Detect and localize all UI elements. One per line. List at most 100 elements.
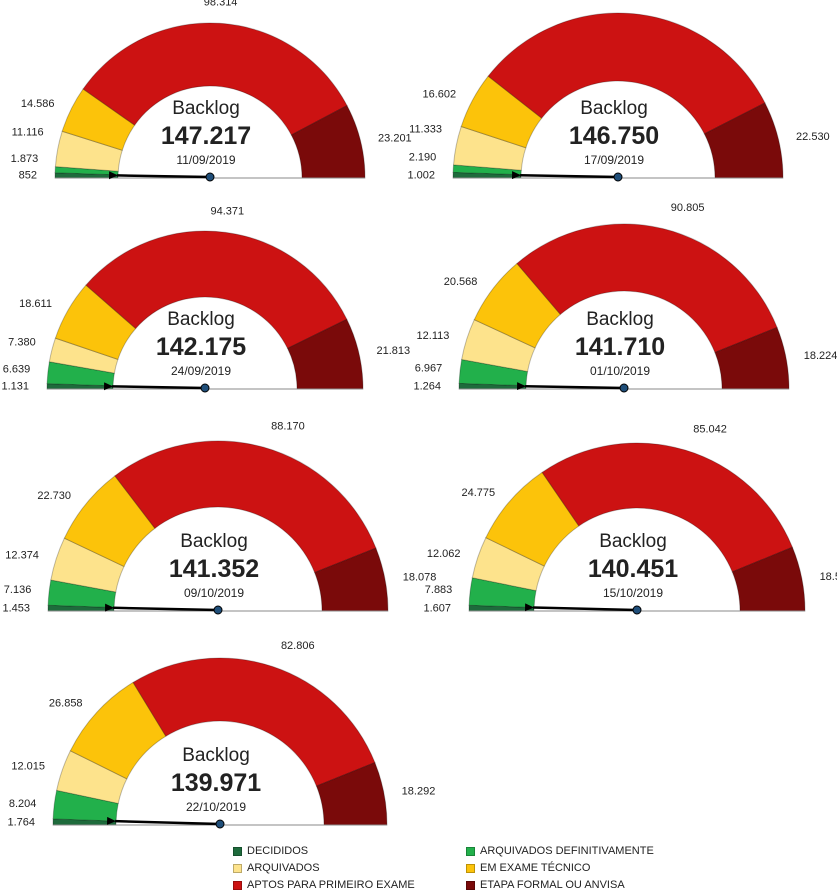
legend-swatch-decididos bbox=[233, 846, 242, 856]
gauge-5-title: Backlog bbox=[180, 531, 248, 552]
gauge-5-value-arquivados-definitivamente: 7.136 bbox=[4, 584, 32, 596]
legend-item-arquivados-definitivamente: ARQUIVADOS DEFINITIVAMENTE bbox=[466, 845, 654, 857]
legend-item-etapa-formal-anvisa: ETAPA FORMAL OU ANVISA bbox=[466, 879, 625, 891]
gauge-3-title: Backlog bbox=[167, 309, 235, 330]
gauge-6-segment-aptos-primeiro-exame bbox=[541, 442, 794, 573]
legend-swatch-arquivados-definitivamente bbox=[466, 846, 475, 856]
gauge-1-value-etapa-formal-anvisa: 23.201 bbox=[378, 132, 412, 144]
legend-label-aptos-primeiro-exame: APTOS PARA PRIMEIRO EXAME bbox=[247, 879, 415, 891]
legend-swatch-etapa-formal-anvisa bbox=[466, 880, 475, 890]
gauge-5-total: 141.352 bbox=[169, 555, 259, 583]
gauge-7-date: 22/10/2019 bbox=[186, 800, 246, 814]
gauge-5-value-etapa-formal-anvisa: 18.078 bbox=[403, 571, 437, 583]
gauge-3-value-arquivados: 7.380 bbox=[8, 336, 36, 348]
gauge-3-needle bbox=[103, 382, 206, 391]
gauge-4-needle-hub bbox=[619, 383, 629, 393]
gauge-6-value-em-exame-tecnico: 24.775 bbox=[461, 487, 495, 499]
gauge-7-title: Backlog bbox=[182, 745, 250, 766]
gauge-3: 1.131 6.639 7.380 18.611 94.371 21.813 Backlog… bbox=[2, 205, 411, 392]
gauge-2-value-decididos: 1.002 bbox=[408, 169, 436, 181]
gauge-7-value-decididos: 1.764 bbox=[8, 816, 36, 828]
legend-label-decididos: DECIDIDOS bbox=[247, 845, 309, 857]
gauge-3-needle-hub bbox=[200, 383, 210, 393]
gauge-5: 1.453 7.136 12.374 22.730 88.170 18.078 Backlo… bbox=[3, 421, 437, 615]
gauge-4-value-em-exame-tecnico: 20.568 bbox=[444, 276, 478, 288]
gauge-2-segment-arquivados bbox=[452, 125, 527, 171]
gauge-5-segment-em-exame-tecnico bbox=[63, 475, 156, 568]
gauge-5-value-em-exame-tecnico: 22.730 bbox=[37, 490, 71, 502]
gauge-6-value-arquivados-definitivamente: 7.883 bbox=[425, 584, 453, 596]
legend-item-em-exame-tecnico: EM EXAME TÉCNICO bbox=[466, 862, 590, 874]
gauge-2-date: 17/09/2019 bbox=[584, 153, 644, 167]
gauge-5-segment-aptos-primeiro-exame bbox=[114, 440, 377, 574]
gauge-4-needle bbox=[516, 382, 625, 391]
gauge-1-value-arquivados: 11.116 bbox=[12, 126, 44, 138]
gauge-4-value-aptos-primeiro-exame: 90.805 bbox=[671, 202, 705, 214]
gauge-4-segment-arquivados-definitivamente bbox=[458, 358, 529, 387]
gauge-4-segment-aptos-primeiro-exame bbox=[516, 223, 778, 354]
gauge-7-value-aptos-primeiro-exame: 82.806 bbox=[281, 640, 315, 652]
legend-swatch-arquivados bbox=[233, 863, 242, 873]
gauge-3-value-etapa-formal-anvisa: 21.813 bbox=[377, 345, 411, 357]
gauge-1: 852 1.873 11.116 14.586 98.314 23.201 Backlog 1… bbox=[11, 0, 412, 182]
gauge-4-total: 141.710 bbox=[575, 333, 665, 361]
gauge-6-value-etapa-formal-anvisa: 18.572 bbox=[820, 571, 837, 583]
legend-item-decididos: DECIDIDOS bbox=[233, 845, 308, 857]
gauge-1-value-em-exame-tecnico: 14.586 bbox=[21, 98, 55, 110]
gauge-7-segment-arquivados bbox=[56, 750, 128, 805]
gauge-4-date: 01/10/2019 bbox=[590, 364, 650, 378]
gauge-charts: 8521.87311.11614.58698.31423.201Backlog1… bbox=[2, 0, 837, 829]
gauge-7-segment-aptos-primeiro-exame bbox=[132, 657, 376, 787]
gauge-2-value-arquivados-definitivamente: 2.190 bbox=[409, 152, 437, 164]
gauge-6-date: 15/10/2019 bbox=[603, 586, 663, 600]
gauge-3-value-em-exame-tecnico: 18.611 bbox=[19, 298, 52, 310]
gauge-1-needle-hub bbox=[205, 172, 215, 182]
gauge-1-segment-aptos-primeiro-exame bbox=[82, 22, 348, 136]
gauge-4-value-arquivados-definitivamente: 6.967 bbox=[415, 363, 443, 375]
gauge-2-total: 146.750 bbox=[569, 122, 659, 150]
gauge-4-value-arquivados: 12.113 bbox=[417, 330, 450, 342]
gauge-7-total: 139.971 bbox=[171, 769, 261, 797]
gauge-2-title: Backlog bbox=[580, 98, 648, 119]
gauge-2-segment-aptos-primeiro-exame bbox=[487, 12, 766, 135]
gauge-3-segment-aptos-primeiro-exame bbox=[85, 230, 348, 350]
gauge-7-needle-hub bbox=[215, 819, 225, 829]
gauge-6-value-arquivados: 12.062 bbox=[427, 548, 461, 560]
gauge-7-segment-arquivados-definitivamente bbox=[52, 789, 119, 822]
gauge-6-value-aptos-primeiro-exame: 85.042 bbox=[693, 424, 727, 436]
gauge-6-title: Backlog bbox=[599, 531, 667, 552]
gauge-5-value-arquivados: 12.374 bbox=[5, 549, 39, 561]
gauge-6-total: 140.451 bbox=[588, 555, 678, 583]
gauge-7-value-em-exame-tecnico: 26.858 bbox=[49, 698, 83, 710]
gauge-7-value-arquivados-definitivamente: 8.204 bbox=[9, 798, 37, 810]
gauge-1-needle bbox=[108, 171, 211, 180]
gauge-1-total: 147.217 bbox=[161, 122, 251, 150]
gauge-7-value-arquivados: 12.015 bbox=[11, 761, 45, 773]
gauge-5-needle-hub bbox=[213, 605, 223, 615]
gauge-5-value-aptos-primeiro-exame: 88.170 bbox=[271, 421, 305, 433]
gauge-3-value-arquivados-definitivamente: 6.639 bbox=[3, 363, 31, 375]
gauge-4-segment-em-exame-tecnico bbox=[473, 262, 562, 349]
gauge-6-needle-hub bbox=[632, 605, 642, 615]
gauge-7: 1.764 8.204 12.015 26.858 82.806 18.292 Backlo… bbox=[8, 640, 436, 829]
gauge-2-needle bbox=[511, 171, 619, 180]
gauge-5-date: 09/10/2019 bbox=[184, 586, 244, 600]
legend-label-arquivados-definitivamente: ARQUIVADOS DEFINITIVAMENTE bbox=[480, 845, 654, 857]
legend-label-arquivados: ARQUIVADOS bbox=[247, 862, 320, 874]
gauge-1-title: Backlog bbox=[172, 98, 240, 119]
gauge-4-title: Backlog bbox=[586, 309, 654, 330]
gauge-7-value-etapa-formal-anvisa: 18.292 bbox=[402, 786, 436, 798]
gauge-7-needle bbox=[106, 816, 221, 826]
gauge-3-value-aptos-primeiro-exame: 94.371 bbox=[211, 205, 245, 217]
gauge-6-needle bbox=[524, 603, 638, 612]
gauge-6: 1.607 7.883 12.062 24.775 85.042 18.572 Backlo… bbox=[424, 424, 837, 615]
legend-item-arquivados: ARQUIVADOS bbox=[233, 862, 320, 874]
gauge-5-value-decididos: 1.453 bbox=[3, 602, 31, 614]
gauge-5-needle bbox=[104, 603, 219, 612]
gauge-1-value-arquivados-definitivamente: 1.873 bbox=[11, 153, 39, 165]
gauge-2-value-em-exame-tecnico: 16.602 bbox=[423, 89, 457, 101]
gauge-1-date: 11/09/2019 bbox=[176, 153, 235, 167]
gauge-3-total: 142.175 bbox=[156, 333, 246, 361]
gauge-3-value-decididos: 1.131 bbox=[2, 381, 30, 393]
gauge-2-needle-hub bbox=[613, 172, 623, 182]
